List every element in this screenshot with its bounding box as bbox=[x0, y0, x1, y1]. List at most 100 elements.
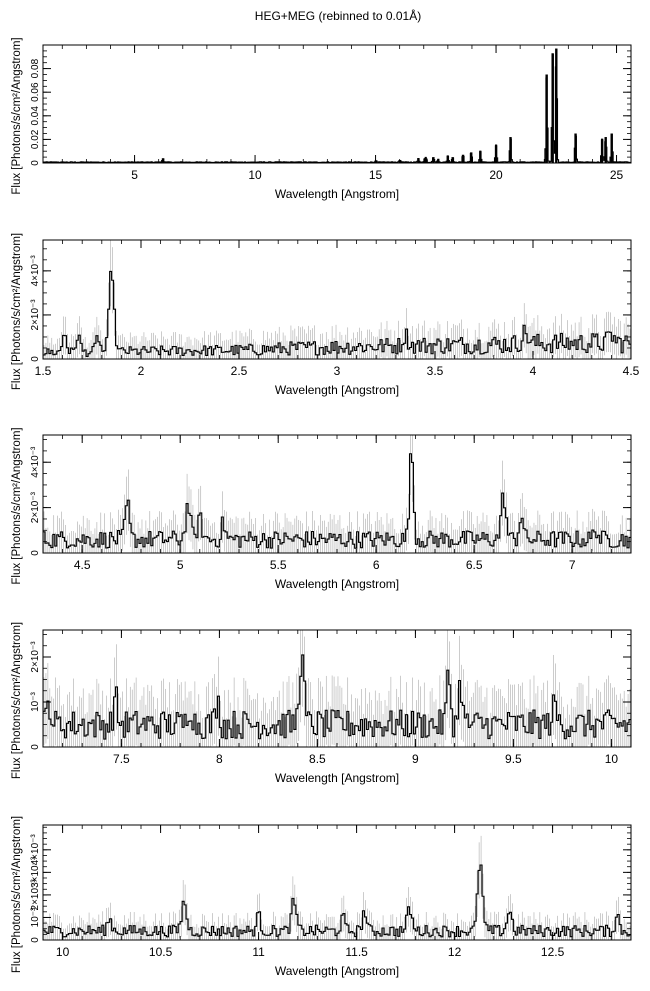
spectrum-series bbox=[43, 630, 631, 747]
emission-line-bar bbox=[551, 53, 554, 163]
y-tick-label: 3×10⁻³ bbox=[30, 856, 41, 888]
emission-line-bar bbox=[451, 157, 454, 163]
x-tick-label: 5 bbox=[131, 168, 138, 182]
x-tick-label: 7 bbox=[569, 558, 576, 572]
x-tick-label: 5 bbox=[177, 558, 184, 572]
emission-line-bar bbox=[545, 74, 548, 163]
emission-line-bar bbox=[424, 158, 428, 163]
y-axis-title: Flux [Photons/s/cm²/Angstrom] bbox=[11, 622, 23, 779]
emission-line-bar bbox=[604, 137, 607, 163]
emission-line-bar bbox=[574, 133, 577, 163]
y-axis-title: Flux [Photons/s/cm²/Angstrom] bbox=[11, 427, 23, 584]
plot-frame bbox=[42, 44, 632, 164]
emission-line-bar bbox=[470, 152, 473, 163]
plot-frame bbox=[42, 824, 632, 941]
x-tick-label: 11 bbox=[252, 945, 265, 959]
x-axis-title: Wavelength [Angstrom] bbox=[275, 383, 399, 397]
x-tick-label: 9 bbox=[412, 752, 419, 766]
spectrum-series bbox=[43, 835, 631, 940]
spectrum-step-line bbox=[43, 54, 631, 163]
y-tick-label: 0 bbox=[30, 744, 41, 750]
spectrum-series bbox=[43, 240, 631, 359]
y-axis-title: Flux [Photons/s/cm²/Angstrom] bbox=[11, 37, 23, 194]
chart-panel-2: 1.5 2 2.5 3 3.5 4 4.5 0 2×10⁻³ 4×10⁻³ Wavelength [… bbox=[11, 233, 640, 397]
plot-frame bbox=[42, 629, 632, 748]
y-tick-label: 0.02 bbox=[30, 129, 41, 149]
emission-line-bar bbox=[479, 151, 482, 163]
spectrum-series bbox=[43, 435, 631, 553]
emission-line-bar bbox=[437, 159, 440, 163]
y-tick-label: 2×10⁻³ bbox=[30, 299, 41, 331]
x-tick-label: 12.5 bbox=[541, 945, 565, 959]
chart-panel-4: 7.5 8 8.5 9 9.5 10 0 10⁻³ 2×10⁻³ Wavelength [Angs… bbox=[11, 622, 632, 785]
y-tick-label: 2×10⁻³ bbox=[30, 879, 41, 911]
emission-line-bar bbox=[417, 158, 420, 163]
emission-line-bar bbox=[600, 139, 604, 163]
emission-line-bar bbox=[432, 157, 435, 163]
emission-line-bar bbox=[494, 145, 498, 163]
emission-line-bar bbox=[461, 154, 465, 163]
x-tick-label: 5.5 bbox=[270, 558, 287, 572]
y-tick-label: 4×10⁻³ bbox=[30, 255, 41, 287]
x-tick-label: 1.5 bbox=[35, 364, 52, 378]
x-tick-label: 11.5 bbox=[345, 945, 368, 959]
x-tick-label: 6 bbox=[373, 558, 380, 572]
emission-line-bar bbox=[555, 48, 558, 163]
y-tick-label: 4×10⁻³ bbox=[30, 834, 41, 866]
spectrum-step-line bbox=[43, 864, 631, 938]
y-tick-label: 4×10⁻³ bbox=[30, 446, 41, 478]
emission-line-bar bbox=[509, 137, 512, 163]
y-tick-label: 0 bbox=[30, 937, 41, 943]
chart-panel-5: 10 10.5 11 11.5 12 12.5 0 10⁻³2×10⁻³3×10⁻³4×10⁻… bbox=[11, 816, 632, 978]
x-tick-label: 9.5 bbox=[505, 752, 522, 766]
x-tick-label: 2.5 bbox=[231, 364, 248, 378]
y-tick-label: 0 bbox=[30, 550, 41, 556]
x-tick-label: 3.5 bbox=[427, 364, 444, 378]
x-tick-label: 4 bbox=[530, 364, 537, 378]
spectrum-step-line bbox=[43, 654, 631, 740]
y-tick-label: 2×10⁻³ bbox=[30, 641, 41, 673]
x-tick-label: 2 bbox=[138, 364, 145, 378]
y-tick-label: 0 bbox=[30, 356, 41, 362]
figure-title: HEG+MEG (rebinned to 0.01Å) bbox=[255, 8, 421, 23]
y-tick-label: 10⁻³ bbox=[30, 691, 41, 711]
x-axis-title: Wavelength [Angstrom] bbox=[275, 577, 399, 591]
plot-frame bbox=[42, 434, 632, 554]
x-tick-label: 3 bbox=[334, 364, 341, 378]
x-tick-label: 6.5 bbox=[466, 558, 483, 572]
x-tick-label: 10 bbox=[605, 752, 619, 766]
spectrum-step-line bbox=[43, 453, 631, 549]
x-tick-label: 8.5 bbox=[309, 752, 326, 766]
spectrum-step-line bbox=[43, 270, 631, 357]
x-tick-label: 12 bbox=[448, 945, 462, 959]
y-tick-label: 0.08 bbox=[30, 58, 41, 78]
x-tick-label: 8 bbox=[216, 752, 223, 766]
x-axis-title: Wavelength [Angstrom] bbox=[275, 964, 399, 978]
y-tick-label: 0.04 bbox=[30, 106, 41, 126]
y-tick-label: 0.06 bbox=[30, 82, 41, 102]
x-tick-label: 25 bbox=[610, 168, 624, 182]
y-tick-label: 0 bbox=[30, 160, 41, 166]
chart-panel-3: 4.5 5 5.5 6 6.5 7 0 2×10⁻³ 4×10⁻³ Wavelength [Ang… bbox=[11, 427, 632, 591]
spectrum-series bbox=[43, 48, 631, 163]
y-tick-label: 10⁻³ bbox=[30, 907, 41, 927]
emission-line-bar bbox=[161, 158, 165, 163]
chart-panel-1: 5 10 15 20 25 0 0.02 0.04 0.06 0.08 Wavelength [An… bbox=[11, 37, 632, 201]
x-tick-label: 4.5 bbox=[623, 364, 640, 378]
y-axis-title: Flux [Photons/s/cm²/Angstrom] bbox=[11, 816, 23, 973]
y-tick-label: 2×10⁻³ bbox=[30, 491, 41, 523]
x-tick-label: 10.5 bbox=[149, 945, 173, 959]
y-axis-title: Flux [Photons/s/cm²/Angstrom] bbox=[11, 233, 23, 390]
x-tick-label: 4.5 bbox=[74, 558, 91, 572]
x-axis-title: Wavelength [Angstrom] bbox=[275, 771, 399, 785]
x-tick-label: 20 bbox=[489, 168, 503, 182]
emission-line-bar bbox=[610, 133, 613, 163]
x-tick-label: 10 bbox=[56, 945, 70, 959]
x-axis-title: Wavelength [Angstrom] bbox=[275, 187, 399, 201]
x-tick-label: 15 bbox=[369, 168, 383, 182]
x-tick-label: 7.5 bbox=[113, 752, 130, 766]
x-tick-label: 10 bbox=[248, 168, 262, 182]
